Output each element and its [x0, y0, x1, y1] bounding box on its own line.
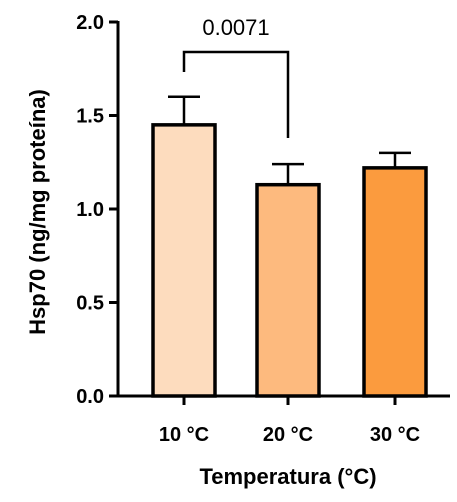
bar	[255, 182, 321, 398]
significance-bracket	[182, 50, 290, 138]
bar	[362, 166, 428, 398]
x-tick-label: 10 °C	[159, 424, 209, 446]
y-axis-title: Hsp70 (ng/mg proteína)	[25, 89, 50, 335]
significance-label: 0.0071	[202, 15, 269, 40]
x-axis-title: Temperatura (°C)	[199, 464, 376, 489]
bar	[151, 123, 217, 398]
y-tick-label: 1.5	[76, 106, 104, 128]
y-tick-label: 1.0	[76, 199, 104, 221]
y-tick-label: 2.0	[76, 12, 104, 34]
significance-annotations: 0.0071	[182, 15, 290, 138]
axis-labels: Temperatura (°C) Hsp70 (ng/mg proteína)	[25, 89, 377, 489]
bars	[151, 123, 428, 398]
error-bars	[168, 95, 411, 185]
y-tick-label: 0.0	[76, 386, 104, 408]
axes: 0.0 0.5 1.0 1.5 2.0 10 °C 20 °C 30 °C	[76, 12, 450, 446]
x-tick-label: 30 °C	[370, 424, 420, 446]
x-tick-label: 20 °C	[263, 424, 313, 446]
y-tick-label: 0.5	[76, 293, 104, 315]
